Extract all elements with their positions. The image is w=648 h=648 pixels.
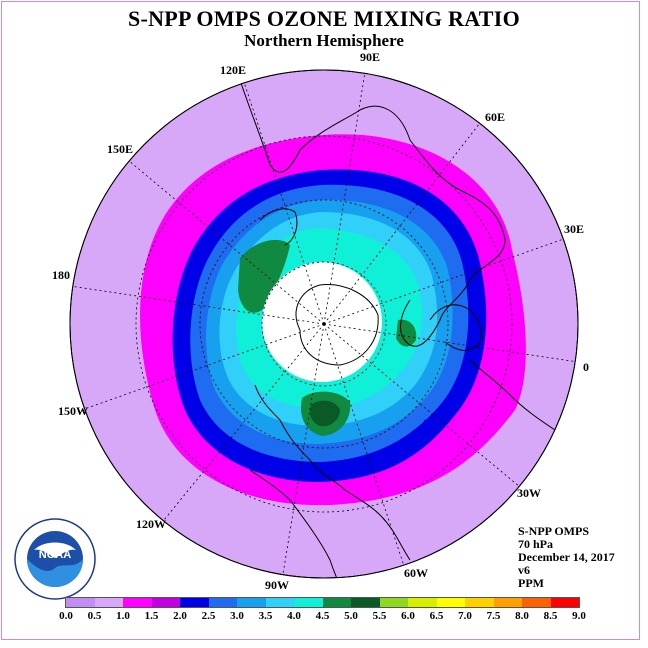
ozone-max-4.5-pacific	[238, 239, 290, 313]
color-scale-segment	[123, 598, 152, 607]
color-scale-tick-label: 4.5	[315, 610, 330, 622]
lon-label-180: 180	[52, 268, 70, 282]
color-scale-segment	[265, 598, 294, 607]
color-scale-segment	[208, 598, 237, 607]
color-scale-segment	[379, 598, 408, 607]
color-scale-segment	[465, 598, 494, 607]
lon-label-90e: 90E	[360, 50, 381, 64]
lon-label-30e: 30E	[564, 222, 585, 236]
map-title: S-NPP OMPS OZONE MIXING RATIO	[127, 6, 521, 31]
svg-text:NOAA: NOAA	[39, 549, 71, 561]
map-subtitle: Northern Hemisphere	[244, 31, 404, 50]
color-scale-ticks: 0.0 0.5 1.0 1.5 2.0 2.5 3.0 3.5 4.0 4.5 5.0 5.5 6.0 6…	[0, 610, 648, 624]
color-scale-segment	[237, 598, 266, 607]
product-info: S-NPP OMPS 70 hPa December 14, 2017 v6 P…	[518, 525, 615, 590]
lon-label-30w: 30W	[517, 486, 541, 500]
info-date: December 14, 2017	[518, 550, 615, 564]
color-scale-tick-label: 3.0	[230, 610, 244, 622]
color-scale-tick-label: 2.5	[201, 610, 216, 622]
color-scale-tick-label: 9.0	[572, 610, 586, 622]
color-scale-segment	[151, 598, 180, 607]
lon-label-120e: 120E	[220, 63, 247, 77]
color-scale-tick-label: 1.5	[144, 610, 159, 622]
color-scale-tick-label: 7.0	[458, 610, 472, 622]
ozone-min-atlantic	[422, 419, 433, 434]
ozone-max-4.5-europe	[396, 319, 417, 347]
color-scale-tick-label: 2.0	[173, 610, 187, 622]
color-scale-bar	[65, 597, 580, 608]
color-scale-segment	[66, 598, 95, 607]
color-scale-tick-label: 4.0	[287, 610, 301, 622]
color-scale-tick-label: 8.0	[515, 610, 529, 622]
color-scale-tick-label: 1.0	[116, 610, 130, 622]
color-scale-segment	[294, 598, 323, 607]
noaa-logo: NOAA	[14, 518, 96, 600]
color-scale-tick-label: 5.0	[344, 610, 358, 622]
lon-label-60e: 60E	[485, 110, 506, 124]
info-units: PPM	[518, 576, 544, 590]
color-scale-segment	[522, 598, 551, 607]
ozone-max-5.0-america	[310, 400, 340, 427]
color-scale-segment	[322, 598, 351, 607]
figure-frame	[1, 1, 640, 640]
color-scale-segment	[351, 598, 380, 607]
lon-label-90w: 90W	[265, 578, 289, 592]
color-scale-tick-label: 0.0	[59, 610, 73, 622]
color-scale-segment	[180, 598, 209, 607]
color-scale-tick-label: 6.5	[429, 610, 444, 622]
color-scale-segment	[436, 598, 465, 607]
color-scale-segment	[94, 598, 123, 607]
lon-label-150e: 150E	[107, 142, 134, 156]
graticule	[70, 70, 578, 578]
info-version: v6	[518, 563, 530, 577]
color-scale-segment	[550, 598, 579, 607]
lon-label-150w: 150W	[58, 404, 88, 418]
lon-label-60w: 60W	[404, 566, 428, 580]
color-scale-tick-label: 3.5	[258, 610, 273, 622]
lon-label-120w: 120W	[136, 517, 166, 531]
color-scale-tick-label: 0.5	[87, 610, 102, 622]
info-level: 70 hPa	[518, 537, 554, 551]
color-scale-tick-label: 8.5	[543, 610, 558, 622]
lon-label-0: 0	[583, 360, 589, 374]
coastlines	[239, 79, 556, 578]
color-scale-segment	[493, 598, 522, 607]
color-scale-tick-label: 5.5	[372, 610, 387, 622]
color-scale-segment	[408, 598, 437, 607]
color-scale-tick-label: 6.0	[401, 610, 415, 622]
color-scale-tick-label: 7.5	[486, 610, 501, 622]
polar-night-region	[262, 262, 382, 382]
info-instrument: S-NPP OMPS	[518, 524, 589, 538]
